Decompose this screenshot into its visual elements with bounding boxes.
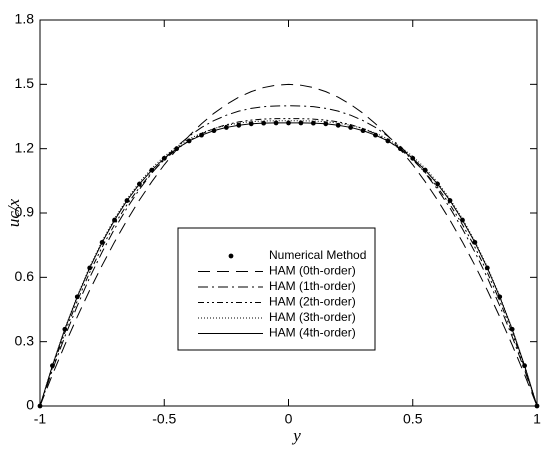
legend-marker [228,253,234,259]
legend-label: Numerical Method [269,248,366,262]
x-tick-label: -0.5 [152,411,176,427]
legend-box [177,227,376,351]
x-tick-label: 1 [533,411,541,427]
x-tick-label: 0 [285,411,293,427]
legend-label: HAM (0th-order) [269,264,356,278]
y-tick-label: 1.8 [15,11,35,27]
legend-label: HAM (1th-order) [269,279,356,293]
y-tick-label: 0 [26,397,34,413]
legend-label: HAM (2th-order) [269,295,356,309]
x-tick-label: -1 [34,411,47,427]
series-line [39,105,538,407]
y-tick-label: 1.2 [15,139,35,155]
series-line [39,83,538,407]
y-tick-label: 1.5 [15,75,35,91]
series-line [39,122,538,407]
legend-label: HAM (3th-order) [269,310,356,324]
y-axis-label: uc/x [4,198,23,227]
y-tick-label: 0.6 [15,268,35,284]
x-tick-label: 0.5 [403,411,423,427]
series-line [39,120,538,407]
x-axis-label: y [291,426,301,445]
legend-label: HAM (4th-order) [269,326,356,340]
y-tick-label: 0.9 [15,204,35,220]
y-tick-label: 0.3 [15,332,35,348]
series-line [39,118,538,407]
